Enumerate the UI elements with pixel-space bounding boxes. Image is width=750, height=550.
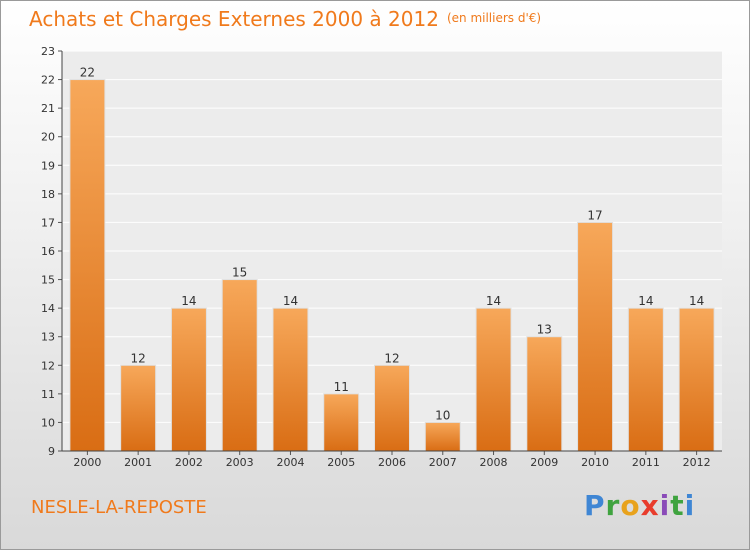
bar — [323, 393, 360, 452]
bar — [627, 307, 664, 452]
x-tick-label: 2000 — [73, 456, 101, 469]
x-tick-label: 2011 — [632, 456, 660, 469]
x-tick-label: 2004 — [276, 456, 304, 469]
x-tick-label: 2010 — [581, 456, 609, 469]
title-text: Achats et Charges Externes 2000 à 2012 — [29, 7, 439, 31]
bar — [678, 307, 715, 452]
y-tick-label: 20 — [41, 131, 55, 144]
bar — [424, 421, 461, 452]
bar — [374, 364, 410, 452]
y-tick-label: 12 — [41, 359, 55, 372]
bar — [221, 279, 258, 452]
bar — [577, 221, 614, 452]
value-label: 11 — [334, 380, 349, 394]
y-tick-label: 15 — [41, 274, 55, 287]
chart-title: Achats et Charges Externes 2000 à 2012 (e… — [29, 7, 541, 31]
bar — [120, 364, 157, 452]
y-tick-label: 16 — [41, 245, 55, 258]
y-tick-label: 13 — [41, 331, 55, 344]
y-tick-label: 23 — [41, 45, 55, 58]
bar — [170, 307, 207, 452]
x-tick-label: 2009 — [530, 456, 558, 469]
value-label: 15 — [232, 266, 247, 280]
bar — [526, 336, 563, 452]
x-tick-label: 2002 — [175, 456, 203, 469]
value-label: 17 — [587, 208, 602, 222]
y-tick-label: 18 — [41, 188, 55, 201]
proxiti-logo: Proxiti — [584, 489, 696, 522]
value-label: 14 — [283, 294, 298, 308]
y-tick-label: 9 — [48, 445, 55, 458]
value-label: 10 — [435, 408, 450, 422]
value-label: 14 — [486, 294, 501, 308]
y-tick-label: 14 — [41, 302, 55, 315]
x-tick-label: 2008 — [480, 456, 508, 469]
value-label: 14 — [689, 294, 704, 308]
x-tick-label: 2006 — [378, 456, 406, 469]
y-tick-label: 22 — [41, 74, 55, 87]
value-label: 12 — [131, 351, 146, 365]
x-tick-label: 2005 — [327, 456, 355, 469]
x-tick-label: 2001 — [124, 456, 152, 469]
y-tick-label: 19 — [41, 159, 55, 172]
value-label: 14 — [181, 294, 196, 308]
value-label: 22 — [80, 66, 95, 80]
bar — [69, 79, 106, 452]
y-tick-label: 17 — [41, 216, 55, 229]
y-tick-label: 21 — [41, 102, 55, 115]
title-unit: (en milliers d'€) — [446, 11, 542, 25]
x-tick-label: 2012 — [683, 456, 711, 469]
bar — [272, 307, 309, 452]
value-label: 14 — [638, 294, 653, 308]
value-label: 13 — [537, 323, 552, 337]
y-tick-label: 11 — [41, 388, 55, 401]
x-tick-label: 2003 — [226, 456, 254, 469]
bar — [475, 307, 512, 452]
commune-name: NESLE-LA-REPOSTE — [31, 497, 207, 518]
y-tick-label: 10 — [41, 416, 55, 429]
x-tick-label: 2007 — [429, 456, 457, 469]
value-label: 12 — [384, 351, 399, 365]
